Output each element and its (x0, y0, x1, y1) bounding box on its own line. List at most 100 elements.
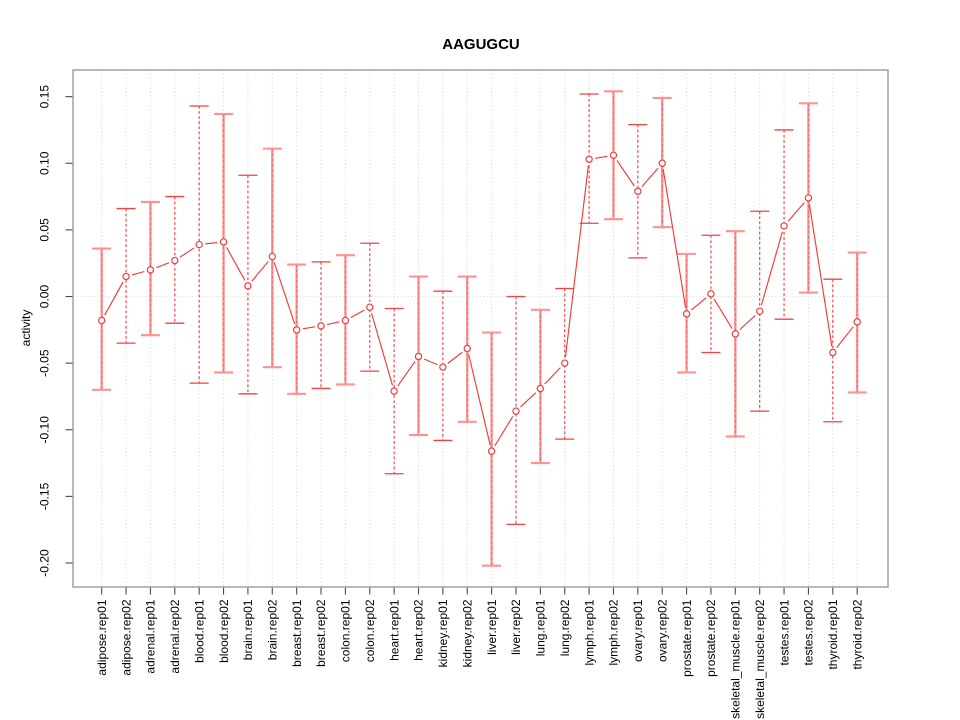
x-tick-label: lung.rep01 (534, 599, 548, 656)
x-tick-label: liver.rep01 (485, 599, 499, 655)
series-segment (836, 326, 854, 348)
x-tick-label: skeletal_muscle.rep02 (753, 599, 767, 719)
y-axis: 0.15 0.10 0.05 0.00 -0.05 -0.10 -0.15 -0.20 (38, 85, 73, 577)
data-point (536, 384, 545, 393)
gridlines (101, 70, 858, 587)
error-bar (360, 242, 380, 372)
error-bar (579, 93, 599, 224)
series-segment (226, 247, 246, 281)
data-point (755, 307, 764, 315)
data-point (390, 387, 398, 395)
data-point (804, 194, 813, 202)
x-tick-label: lymph.rep01 (582, 599, 596, 665)
x-tick-label: colon.rep01 (339, 599, 353, 662)
x-tick-label: liver.rep02 (509, 599, 523, 655)
x-tick-label: adipose.rep01 (95, 599, 109, 675)
data-point (292, 326, 301, 334)
series-segment (520, 392, 537, 408)
x-tick-label: brain.rep01 (241, 599, 255, 660)
data-point (219, 238, 228, 246)
x-tick-label: heart.rep02 (412, 599, 426, 661)
y-tick-label: 0.00 (38, 285, 52, 309)
x-tick-label: adrenal.rep02 (168, 599, 182, 673)
y-tick-label: -0.05 (38, 349, 52, 377)
x-tick-label: breast.rep02 (314, 599, 328, 667)
series-segment (423, 358, 438, 366)
series-segment (179, 247, 195, 258)
error-bars (92, 90, 867, 567)
series-segment (544, 367, 561, 385)
x-tick-label: ovary.rep01 (631, 599, 645, 662)
x-tick-label: prostate.rep01 (680, 599, 694, 677)
data-point (487, 447, 496, 455)
series-segment (468, 354, 491, 446)
plot-box (72, 69, 889, 588)
data-point (561, 359, 569, 367)
x-tick-label: breast.rep01 (290, 599, 304, 667)
x-tick-label: kidney.rep01 (436, 599, 450, 667)
x-tick-label: blood.rep02 (217, 599, 231, 663)
y-tick-label: -0.20 (38, 549, 52, 577)
data-point (268, 252, 276, 261)
series-line (104, 155, 854, 447)
chart-layers: 0.15 0.10 0.05 0.00 -0.05 -0.10 -0.15 -0.20 adip… (38, 69, 889, 719)
data-point (317, 322, 325, 330)
error-bar (823, 278, 843, 423)
series-segment (156, 262, 170, 269)
data-point (682, 310, 691, 318)
y-tick-label: 0.10 (38, 151, 52, 175)
series-segment (662, 169, 687, 308)
series-segment (251, 260, 269, 282)
series-segment (494, 416, 514, 447)
data-point (829, 348, 837, 357)
error-bar (433, 290, 453, 442)
x-tick-label: adrenal.rep01 (144, 599, 158, 673)
x-tick-label: thyroid.rep02 (850, 599, 864, 669)
x-tick-label: skeletal_muscle.rep01 (729, 599, 743, 719)
series-segment (273, 262, 296, 325)
series-segment (326, 321, 340, 326)
error-bar (774, 129, 794, 320)
series-segment (616, 160, 635, 187)
data-points (97, 151, 861, 455)
series-segment (350, 309, 365, 319)
y-tick-label: -0.10 (38, 416, 52, 444)
data-point (195, 240, 203, 249)
data-point (341, 316, 350, 325)
x-tick-label: colon.rep02 (363, 599, 377, 662)
series-segment (641, 167, 659, 187)
data-point (585, 155, 593, 163)
x-tick-label: thyroid.rep01 (826, 599, 840, 669)
series-segment (691, 297, 707, 311)
data-point (658, 159, 666, 167)
series-segment (808, 203, 833, 347)
y-axis-title: activity (19, 310, 33, 347)
x-tick-label: prostate.rep02 (704, 599, 718, 677)
data-point (707, 290, 715, 298)
data-point (439, 363, 447, 371)
x-tick-label: blood.rep01 (192, 599, 206, 663)
series-segment (131, 270, 145, 276)
data-point (122, 272, 130, 281)
series-segment (760, 231, 783, 306)
data-point (512, 407, 520, 415)
x-tick-label: brain.rep02 (265, 599, 279, 660)
x-tick-label: lymph.rep02 (607, 599, 621, 665)
series-segment (205, 241, 218, 245)
y-tick-label: 0.15 (38, 85, 52, 109)
series-segment (302, 326, 316, 330)
x-axis: adipose.rep01 adipose.rep02 adrenal.rep01 a… (95, 587, 864, 719)
series-segment (595, 155, 608, 159)
data-point (731, 330, 740, 338)
x-tick-label: testes.rep01 (777, 599, 791, 665)
x-tick-label: kidney.rep02 (460, 599, 474, 667)
y-tick-label: 0.05 (38, 218, 52, 242)
data-point (634, 187, 642, 195)
y-tick-label: -0.15 (38, 482, 52, 510)
error-bar (555, 287, 575, 440)
data-point (366, 303, 374, 311)
series-segment (787, 202, 805, 222)
x-tick-label: heart.rep01 (387, 599, 401, 661)
series-segment (104, 281, 124, 316)
